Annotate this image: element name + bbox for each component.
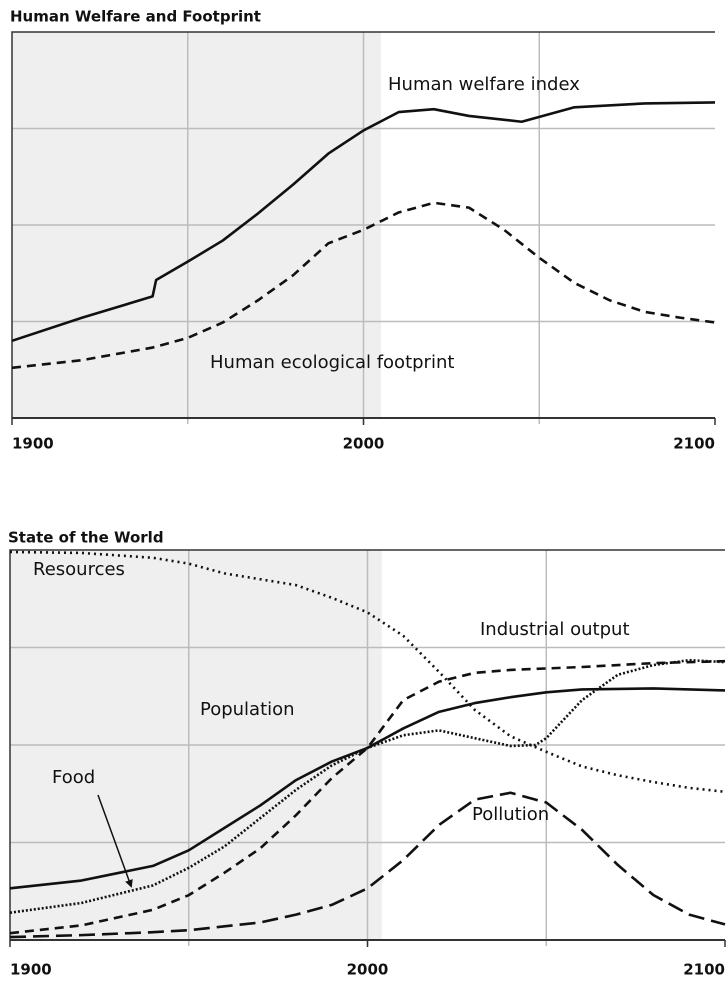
x-tick-label: 2000: [343, 435, 385, 453]
series-label: Human welfare index: [388, 74, 580, 95]
series-line: [11, 201, 716, 370]
plot-frame: [9, 549, 725, 940]
series-label: Pollution: [472, 804, 549, 825]
x-tick-label: 2100: [683, 961, 725, 979]
series-label: Population: [200, 699, 295, 720]
x-tick-label: 1900: [10, 961, 52, 979]
chart-title: Human Welfare and Footprint: [10, 8, 261, 26]
food-pointer: [97, 794, 133, 888]
x-tick-label: 2100: [673, 435, 715, 453]
series-label: Food: [52, 767, 95, 788]
series-line: [9, 791, 726, 939]
x-tick-label: 2000: [347, 961, 389, 979]
series-line: [9, 659, 726, 935]
series-line: [11, 101, 716, 343]
plot-frame: [11, 31, 715, 418]
chart-title: State of the World: [8, 529, 164, 547]
series-line: [9, 658, 726, 914]
series-line: [9, 550, 726, 794]
series-label: Human ecological footprint: [210, 352, 454, 373]
x-tick-label: 1900: [12, 435, 54, 453]
series-label: Resources: [33, 559, 125, 580]
charts: 1900 2000 2100 Human Welfare and Footprint H…: [8, 8, 726, 979]
series-label: Industrial output: [480, 619, 630, 640]
